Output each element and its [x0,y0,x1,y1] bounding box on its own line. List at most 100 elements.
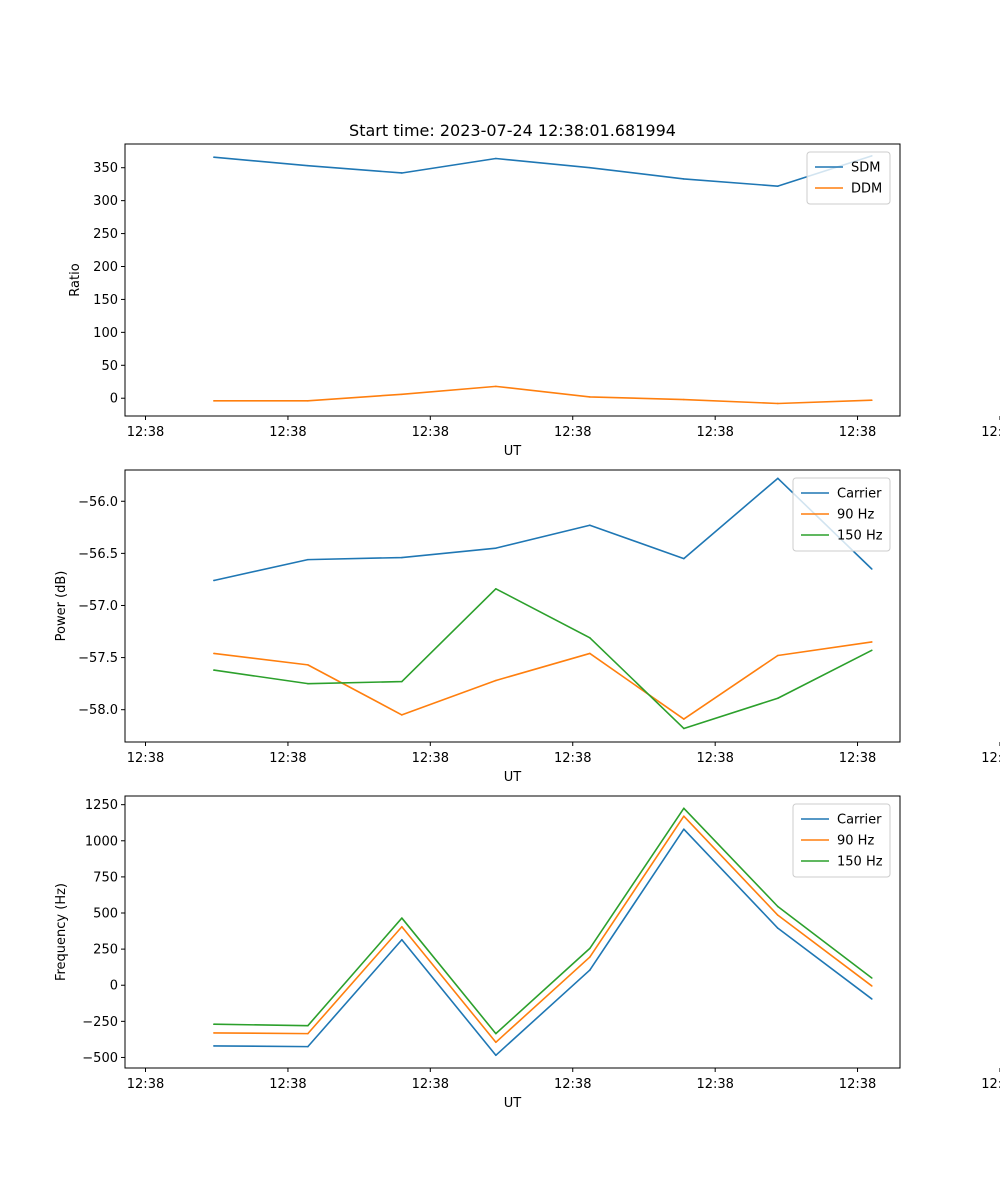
x-tick-label: 12:38 [839,1077,876,1092]
axes-frame [124,469,901,743]
x-tick-label: 12:38 [696,751,733,766]
data-point-carrier [777,927,779,929]
series-line-sdm [213,155,873,187]
data-point-carrier [777,477,779,480]
data-point-sdm [495,157,497,160]
data-point-carrier [307,558,309,561]
x-tick-label: 12:38 [696,425,733,440]
data-point-90-hz [777,654,779,657]
data-point-ddm [683,398,685,401]
data-point-150-hz [401,680,403,683]
y-tick-label: 200 [93,260,118,275]
data-point-150-hz [213,1023,215,1026]
x-tick-label: 12:38 [412,425,449,440]
y-tick-label: −250 [82,1015,118,1030]
data-point-sdm [307,164,309,167]
legend-label: 90 Hz [837,834,874,849]
legend: SDM DDM [806,151,891,205]
x-tick-label: 12:38 [269,751,306,766]
data-point-ddm [777,402,779,405]
series-line-150-hz [213,807,873,1035]
x-axis-label: UT [504,1096,522,1111]
data-point-150-hz [213,669,215,671]
data-point-150-hz [401,917,403,919]
data-point-ddm [589,396,591,398]
data-point-150-hz [307,682,309,685]
data-point-carrier [213,1045,215,1047]
y-tick-label: 500 [93,907,118,922]
data-point-90-hz [401,925,403,928]
data-point-carrier [589,969,591,971]
legend: Carrier 90 Hz 150 Hz [792,477,891,552]
data-point-ddm [495,385,497,388]
data-point-90-hz [495,679,497,682]
data-point-carrier [683,828,685,831]
data-point-90-hz [213,1032,215,1034]
y-tick-label: 250 [93,227,118,242]
legend-label: 150 Hz [837,529,883,544]
subplots: 12:38 12:38 12:38 12:38 12:38 12:38 12:39 0 50 10… [54,121,1000,1111]
data-point-carrier [495,547,497,549]
x-tick-label: 12:38 [554,751,591,766]
y-tick-label: 50 [101,359,118,374]
legend-box [792,803,891,878]
data-point-90-hz [213,652,215,655]
x-tick-label: 12:38 [554,1077,591,1092]
y-tick-label: 0 [110,979,118,994]
data-point-150-hz [589,947,591,950]
data-point-90-hz [683,718,685,720]
y-axis-label: Frequency (Hz) [54,883,69,981]
data-point-sdm [401,172,403,174]
data-point-ddm [871,399,873,401]
data-point-90-hz [589,652,591,655]
y-tick-label: 250 [93,943,118,958]
data-point-carrier [401,938,403,941]
data-point-90-hz [495,1041,497,1044]
x-tick-label: 12:38 [127,751,164,766]
subplot-1: 12:38 12:38 12:38 12:38 12:38 12:38 12:39 0 50 10… [68,121,1000,459]
series-line-90-hz [213,641,872,720]
data-point-90-hz [683,815,685,818]
data-point-90-hz [871,641,873,643]
data-point-carrier [213,579,215,582]
data-point-150-hz [777,905,779,908]
data-point-carrier [871,998,873,1000]
data-point-carrier [307,1045,309,1048]
data-point-90-hz [777,914,779,916]
subplot-3: 12:38 12:38 12:38 12:38 12:38 12:38 12:39 −500 −… [54,795,1000,1111]
data-point-150-hz [495,588,497,590]
data-point-150-hz [307,1024,309,1027]
data-point-150-hz [777,697,779,700]
x-axis-label: UT [504,770,522,785]
data-point-150-hz [871,977,873,979]
x-tick-label: 12:38 [412,1077,449,1092]
y-tick-label: 1250 [85,798,118,813]
data-point-90-hz [401,714,403,716]
data-point-sdm [213,156,215,158]
data-point-150-hz [683,807,685,810]
x-tick-label: 12:38 [412,751,449,766]
x-tick-label: 12:38 [269,425,306,440]
legend-label: 90 Hz [837,508,874,523]
y-tick-label: 100 [93,326,118,341]
data-point-sdm [683,178,685,180]
y-tick-label: −56.5 [78,547,118,562]
data-point-carrier [589,524,591,527]
x-tick-label: 12:39 [981,1077,1000,1092]
y-tick-label: 0 [110,392,118,407]
axes-frame [124,795,901,1069]
x-tick-label: 12:38 [127,1077,164,1092]
legend-box [806,151,891,205]
data-point-sdm [589,166,591,169]
legend-label: Carrier [837,813,882,828]
x-tick-label: 12:38 [269,1077,306,1092]
data-point-ddm [213,400,215,402]
series-line-ddm [213,385,872,405]
data-point-carrier [683,557,685,560]
y-tick-label: −57.0 [78,599,118,614]
x-axis-label: UT [504,444,522,459]
data-point-150-hz [871,649,873,652]
series-line-90-hz [213,815,873,1044]
series-line-carrier [213,477,873,582]
